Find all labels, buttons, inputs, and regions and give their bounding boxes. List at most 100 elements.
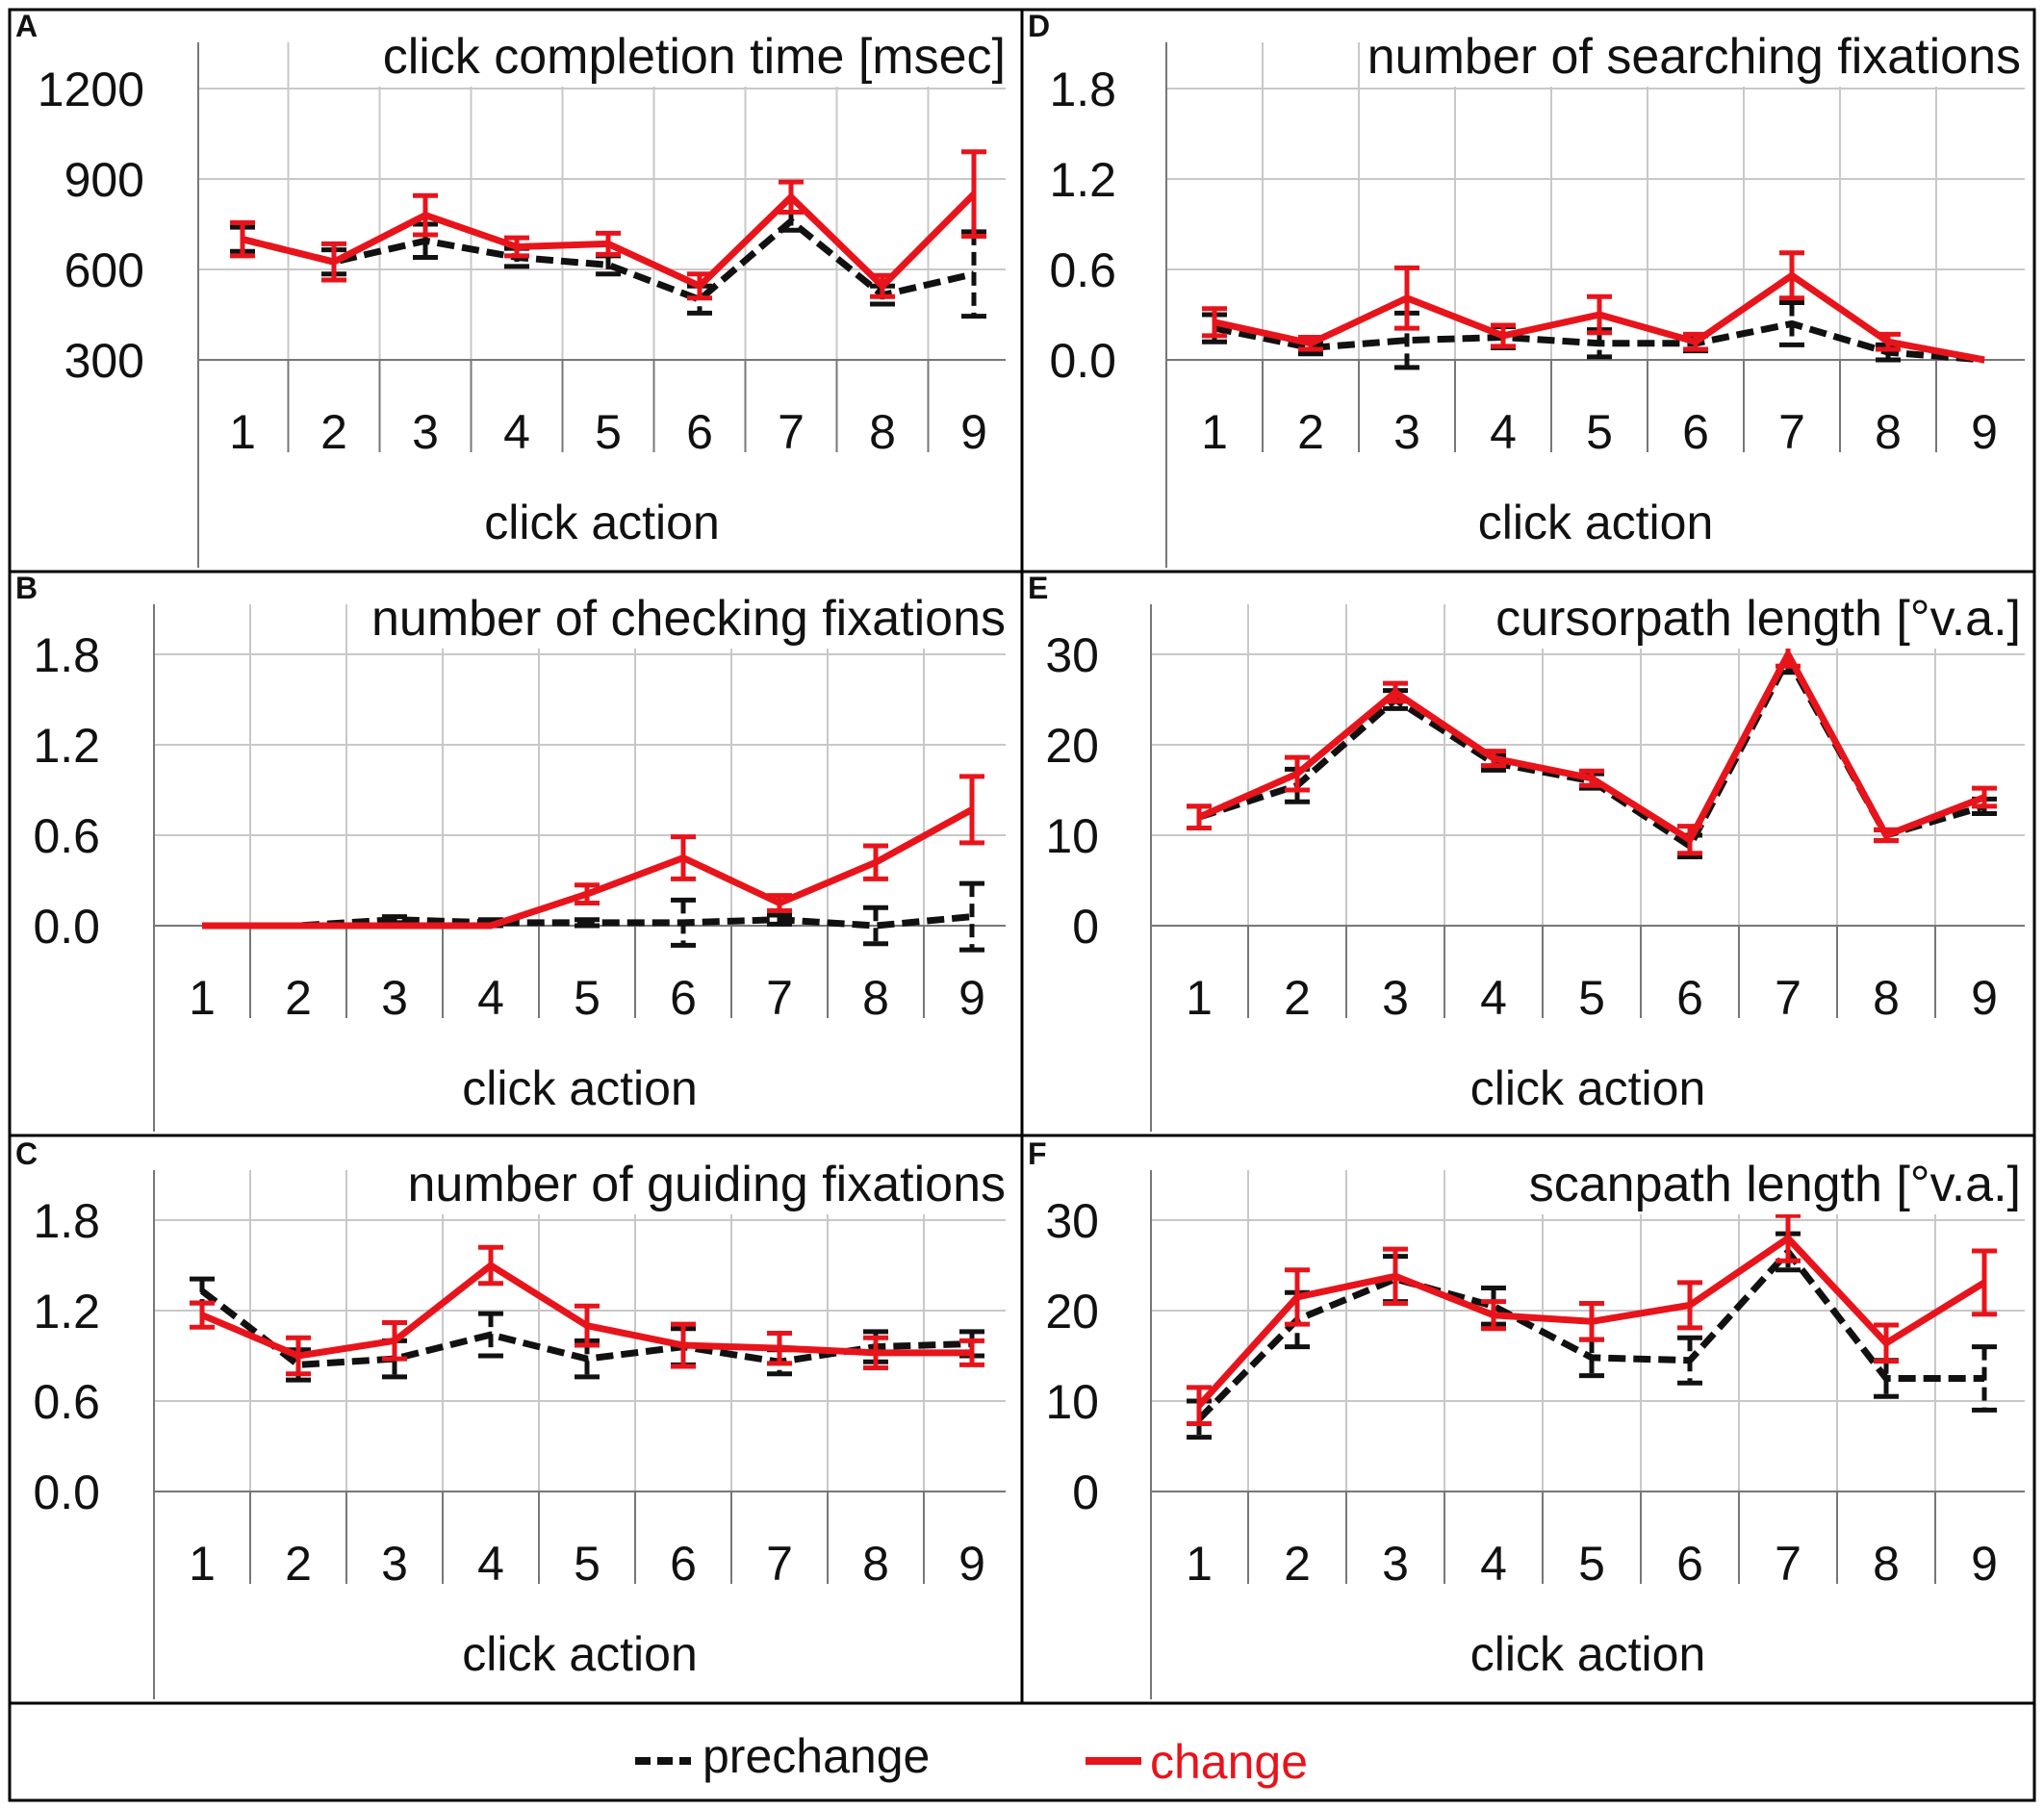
panel-letter: D (1028, 9, 1050, 43)
panel-title: number of searching fixations (1367, 29, 2021, 85)
x-tick-label: 8 (862, 971, 889, 1025)
legend: prechange change (635, 1729, 1308, 1789)
error-bar (863, 843, 888, 881)
x-tick-label: 4 (1480, 971, 1507, 1025)
error-bar (767, 1331, 792, 1366)
x-tick-label: 1 (189, 971, 216, 1025)
x-tick-label: 7 (1775, 971, 1801, 1025)
error-bar (575, 1303, 600, 1348)
x-tick-label: 2 (320, 405, 347, 459)
error-bar (1394, 265, 1419, 331)
series-change (230, 149, 986, 301)
error-bar (961, 229, 986, 319)
error-bar (1187, 1385, 1212, 1426)
error-bar (1187, 803, 1212, 830)
error-bar (190, 1300, 215, 1330)
x-tick-label: 5 (595, 405, 622, 459)
x-tick-label: 6 (1676, 971, 1703, 1025)
x-tick-label: 1 (1201, 405, 1228, 459)
panel-title: click completion time [msec] (383, 29, 1006, 85)
panel-f: 0 10 20 30 1 2 3 4 5 6 7 8 9 click action scanpath len… (1020, 1134, 2036, 1705)
x-tick-label: 8 (869, 405, 896, 459)
error-bar (1202, 306, 1227, 339)
x-tick-label: 5 (1578, 1537, 1605, 1591)
y-tick-label: 1.2 (33, 1285, 100, 1338)
x-tick-label: 1 (1186, 1537, 1213, 1591)
series-change (1202, 250, 1985, 364)
error-bar (870, 272, 895, 299)
legend-prechange-label: prechange (703, 1729, 930, 1783)
error-bar (1776, 1212, 1801, 1263)
panel-title-background (401, 1155, 1011, 1214)
x-tick-label: 9 (1971, 405, 1998, 459)
x-tick-label: 6 (1676, 1537, 1703, 1591)
x-axis-label: click action (462, 1627, 698, 1681)
error-bar (1779, 250, 1804, 301)
panel-letter: C (15, 1136, 38, 1171)
panel-title: cursorpath length [°v.a.] (1495, 591, 2021, 647)
error-bar (779, 179, 804, 215)
x-tick-label: 3 (1382, 971, 1409, 1025)
error-bar (767, 912, 792, 927)
error-bar (1579, 1300, 1604, 1342)
error-bar (230, 219, 255, 259)
panel-frame (8, 8, 1024, 574)
panel-b: 0.0 0.6 1.2 1.8 1 2 3 4 5 6 7 8 9 click action number … (8, 570, 1024, 1137)
y-tick-label: 10 (1045, 809, 1099, 863)
error-bar (863, 1335, 888, 1371)
x-tick-label: 4 (477, 1537, 504, 1591)
series-change (1187, 1212, 1997, 1426)
x-tick-label: 2 (1284, 1537, 1311, 1591)
series-line-prechange (199, 1287, 973, 1368)
y-tick-label: 1.2 (1049, 153, 1116, 207)
panel-frame (1020, 8, 2036, 574)
panel-title-background (365, 589, 1011, 649)
y-tick-label: 600 (64, 243, 144, 297)
error-bar (959, 774, 984, 846)
x-tick-label: 4 (1480, 1537, 1507, 1591)
error-bar (1677, 824, 1702, 856)
error-bar (671, 1321, 696, 1369)
error-bar (863, 905, 888, 947)
x-tick-label: 3 (381, 1537, 408, 1591)
error-bar (1285, 1267, 1310, 1327)
y-tick-label: 0 (1072, 1466, 1099, 1519)
series-line-change (1197, 650, 1986, 844)
panel-frame (1020, 570, 2036, 1137)
panel-letter: A (15, 9, 38, 43)
error-bar (1491, 322, 1516, 349)
series-prechange (230, 209, 986, 319)
y-tick-label: 1200 (38, 63, 144, 116)
panel-title-background (1490, 589, 2027, 649)
y-tick-label: 900 (64, 153, 144, 207)
y-tick-label: 30 (1045, 628, 1099, 682)
series-line-prechange (1214, 319, 1985, 364)
error-bar (1481, 1299, 1506, 1332)
x-tick-label: 5 (574, 1537, 600, 1591)
x-tick-label: 9 (958, 1537, 985, 1591)
y-tick-label: 1.8 (33, 628, 100, 682)
error-bar (1683, 331, 1708, 352)
series-change (202, 774, 984, 930)
y-tick-label: 0.6 (33, 1375, 100, 1429)
panel-title-background (1361, 27, 2027, 87)
panel-d: 0.0 0.6 1.2 1.8 1 2 3 4 5 6 7 8 9 click action number … (1020, 8, 2036, 574)
y-tick-label: 10 (1045, 1375, 1099, 1429)
y-tick-label: 1.8 (1049, 63, 1116, 116)
series-line-prechange (1197, 655, 1985, 850)
x-tick-label: 3 (381, 971, 408, 1025)
panel-title: number of guiding fixations (408, 1157, 1007, 1212)
legend-change-label: change (1150, 1735, 1308, 1789)
x-tick-label: 4 (503, 405, 530, 459)
x-axis-label: click action (484, 496, 720, 549)
panel-title-background (1522, 1155, 2027, 1214)
y-tick-label: 300 (64, 334, 144, 388)
series-line-change (202, 806, 974, 930)
error-bar (687, 271, 712, 301)
series-change (190, 1244, 984, 1377)
error-bar (321, 241, 346, 283)
x-tick-label: 9 (960, 405, 987, 459)
x-tick-label: 5 (1578, 971, 1605, 1025)
